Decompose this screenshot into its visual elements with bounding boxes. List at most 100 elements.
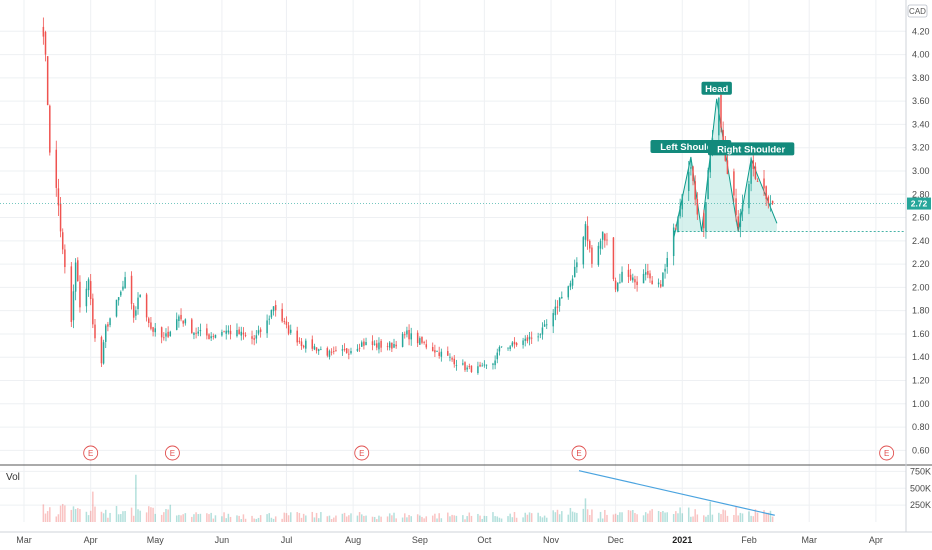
candle: [705, 202, 707, 232]
pattern-label[interactable]: Left Shoulder: [660, 142, 722, 153]
volume-bar: [410, 516, 412, 522]
volume-bar: [451, 514, 453, 522]
volume-bar: [696, 514, 699, 522]
candle: [94, 324, 96, 339]
earnings-label: E: [88, 449, 93, 458]
candle: [479, 364, 481, 367]
volume-bar: [431, 515, 434, 522]
candle: [328, 350, 331, 357]
volume-bar: [425, 516, 428, 522]
pattern-label[interactable]: Right Shoulder: [717, 144, 785, 155]
price-tick-label: 0.80: [912, 422, 930, 432]
earnings-marker[interactable]: [879, 445, 895, 461]
volume-bar: [266, 514, 268, 522]
candle: [55, 149, 58, 188]
candle: [345, 348, 348, 354]
candle: [225, 330, 227, 334]
candle: [496, 352, 499, 360]
volume-bar: [636, 514, 638, 522]
volume-bar: [255, 518, 258, 522]
candle: [466, 367, 468, 370]
volume-bar: [311, 511, 314, 522]
candle: [132, 305, 135, 318]
candle: [315, 347, 318, 351]
candle: [227, 330, 230, 333]
candle: [206, 328, 208, 336]
candle: [692, 166, 694, 182]
candle: [401, 333, 404, 347]
candle: [629, 274, 632, 280]
volume-bar: [169, 504, 172, 522]
candle: [619, 281, 621, 283]
candle: [462, 363, 464, 365]
candle: [470, 365, 473, 373]
candle: [647, 271, 649, 275]
candle: [543, 324, 546, 327]
earnings-marker[interactable]: [83, 445, 99, 461]
volume-title: Vol: [6, 472, 20, 483]
volume-bar: [771, 516, 774, 522]
candle: [694, 181, 696, 200]
volume-bar: [356, 515, 359, 522]
candle: [107, 324, 109, 327]
candle: [74, 262, 77, 292]
x-tick-label: 2021: [672, 535, 692, 545]
volume-bar: [739, 512, 742, 522]
candle: [571, 278, 574, 286]
volume-bar: [477, 513, 479, 522]
earnings-label: E: [884, 449, 889, 458]
candle: [662, 272, 664, 287]
volume-bar: [61, 503, 64, 522]
volume-bar: [107, 517, 109, 522]
volume-bar: [470, 515, 473, 522]
earnings-marker[interactable]: [571, 445, 587, 461]
candle: [268, 318, 270, 320]
volume-bar: [330, 519, 333, 522]
volume-bar: [120, 514, 122, 522]
volume-bar: [705, 516, 707, 522]
price-tick-label: 2.40: [912, 236, 930, 246]
candle: [64, 249, 66, 268]
candle: [664, 268, 666, 272]
currency-badge: [907, 4, 928, 18]
volume-bar: [754, 509, 757, 522]
volume-bar: [545, 517, 548, 522]
volume-bar: [692, 516, 694, 522]
candle: [707, 170, 709, 200]
candle: [365, 342, 367, 346]
price-tick-label: 1.40: [912, 352, 930, 362]
volume-bar: [223, 512, 225, 522]
candle: [737, 216, 739, 227]
volume-bar: [408, 514, 410, 522]
candle: [152, 327, 154, 332]
chart-overlays: 2.72 Left Shoulder Head Right Shoulder E E E E E: [0, 81, 931, 516]
volume-bar: [438, 513, 440, 522]
volume-bar: [679, 507, 681, 522]
volume-bar: [694, 509, 696, 522]
volume-bar: [193, 514, 195, 522]
pattern-label[interactable]: Head: [705, 84, 728, 95]
volume-bar: [59, 505, 62, 522]
candle: [348, 353, 350, 355]
volume-bar: [274, 516, 277, 522]
volume-bar: [55, 516, 58, 522]
volume-bar: [629, 510, 632, 522]
volume-trendline[interactable]: [578, 470, 775, 516]
volume-bar: [526, 514, 529, 522]
volume-bar: [419, 515, 421, 522]
volume-bar: [302, 513, 305, 522]
candle: [287, 325, 290, 334]
candle: [371, 341, 374, 346]
candle: [739, 213, 742, 227]
earnings-label: E: [576, 449, 581, 458]
pattern-label-bg: [707, 142, 795, 156]
volume-bar: [365, 515, 367, 522]
volume-bar: [326, 516, 329, 522]
candle: [229, 330, 232, 335]
volume-bar: [386, 516, 389, 522]
candle: [513, 341, 516, 345]
earnings-marker[interactable]: [164, 445, 180, 461]
earnings-marker[interactable]: [354, 445, 370, 461]
